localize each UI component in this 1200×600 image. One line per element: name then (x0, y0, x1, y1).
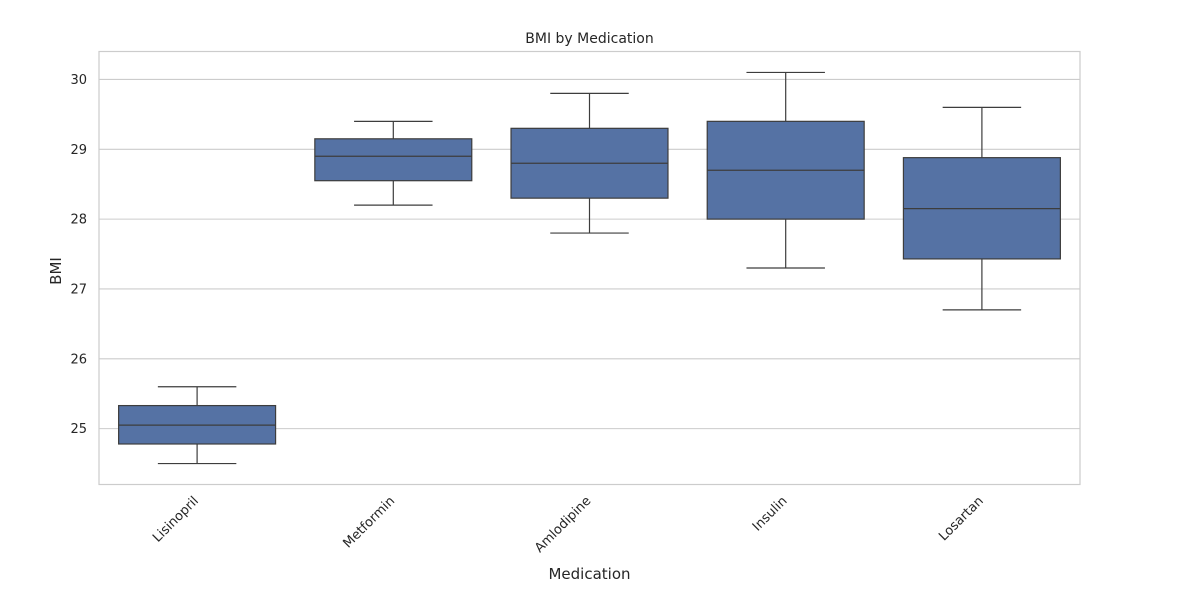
chart-title: BMI by Medication (525, 31, 653, 47)
box-losartan (902, 106, 1061, 311)
x-tick-label: Metformin (341, 494, 399, 552)
y-tick-label: 27 (70, 282, 87, 297)
x-tick-label: Amlodipine (532, 494, 594, 556)
y-axis-title: BMI (47, 257, 65, 285)
plot-frame (98, 50, 1081, 486)
box-series (118, 71, 1061, 465)
box-amlodipine (510, 92, 669, 234)
x-axis-ticks: Lisinopril Metformin Amlodipine Insulin Losa… (150, 494, 987, 556)
y-tick-label: 26 (70, 352, 87, 367)
y-tick-label: 30 (70, 73, 87, 88)
x-tick-label: Insulin (750, 494, 791, 535)
x-axis-title: Medication (548, 565, 630, 583)
y-tick-label: 28 (70, 213, 87, 228)
box-lisinopril (118, 386, 277, 465)
y-tick-label: 25 (70, 422, 87, 437)
y-axis-ticks: 25 26 27 28 29 30 (70, 73, 87, 437)
iqr-box (314, 138, 473, 182)
x-tick-label: Losartan (936, 494, 986, 544)
x-tick-label: Lisinopril (150, 494, 202, 546)
box-metformin (314, 120, 473, 206)
box-insulin (706, 71, 865, 269)
y-tick-label: 29 (70, 143, 87, 158)
